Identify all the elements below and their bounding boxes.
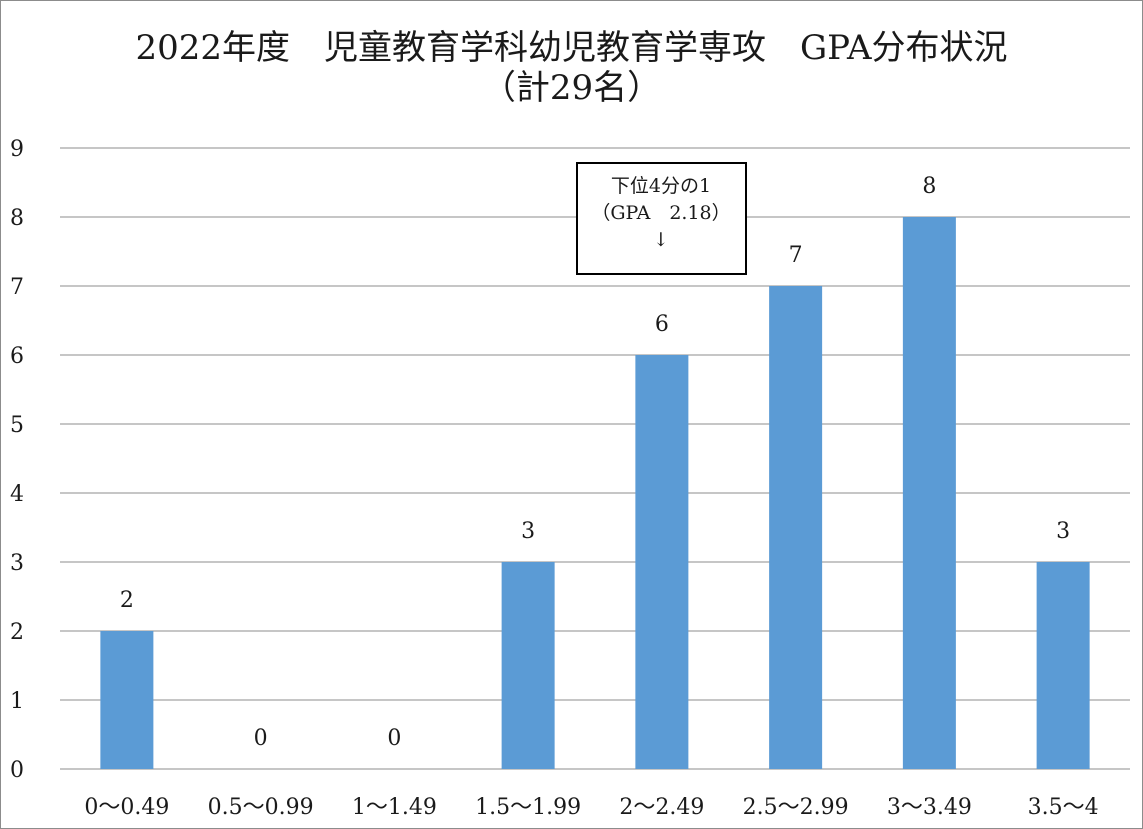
x-category-3: 1.5～1.99 xyxy=(475,795,581,820)
bar-5 xyxy=(769,286,823,769)
bar-6 xyxy=(902,217,956,769)
data-label-3: 3 xyxy=(521,519,535,544)
chart-title-line-1: 2022年度 児童教育学科幼児教育学専攻 GPA分布状況 xyxy=(135,28,1008,68)
annotation-line-2: （GPA 2.18） xyxy=(591,202,730,224)
x-category-4: 2～2.49 xyxy=(619,795,704,820)
y-tick-0: 0 xyxy=(10,758,24,783)
y-tick-2: 2 xyxy=(10,620,24,645)
bar-0 xyxy=(100,631,154,769)
annotation-arrow: ↓ xyxy=(653,229,669,251)
data-labels: 2 0 0 3 6 7 8 3 xyxy=(120,174,1070,751)
y-tick-6: 6 xyxy=(10,344,24,369)
y-tick-7: 7 xyxy=(10,275,24,300)
x-category-5: 2.5～2.99 xyxy=(743,795,849,820)
bar-7 xyxy=(1036,562,1090,769)
data-label-2: 0 xyxy=(387,726,401,751)
annotation-line-1: 下位4分の1 xyxy=(611,175,711,197)
data-label-0: 2 xyxy=(120,588,134,613)
chart-title-line-2: （計29名） xyxy=(481,68,662,108)
y-tick-3: 3 xyxy=(10,551,24,576)
y-tick-9: 9 xyxy=(10,137,24,162)
data-label-6: 8 xyxy=(922,174,936,199)
y-tick-1: 1 xyxy=(10,689,24,714)
x-category-7: 3.5～4 xyxy=(1028,795,1099,820)
y-tick-8: 8 xyxy=(10,206,24,231)
data-label-5: 7 xyxy=(789,243,803,268)
bars xyxy=(100,217,1090,769)
x-category-0: 0～0.49 xyxy=(84,795,169,820)
bar-4 xyxy=(635,355,689,769)
annotation-box: 下位4分の1 （GPA 2.18） ↓ xyxy=(576,162,747,275)
x-category-1: 0.5～0.99 xyxy=(208,795,314,820)
y-tick-5: 5 xyxy=(10,413,24,438)
bar-3 xyxy=(501,562,555,769)
chart-title: 2022年度 児童教育学科幼児教育学専攻 GPA分布状況 （計29名） xyxy=(0,28,1143,108)
y-axis-ticks: 0 1 2 3 4 5 6 7 8 9 xyxy=(10,137,24,783)
x-category-2: 1～1.49 xyxy=(352,795,437,820)
data-label-7: 3 xyxy=(1056,519,1070,544)
data-label-4: 6 xyxy=(655,312,669,337)
x-axis-categories: 0～0.49 0.5～0.99 1～1.49 1.5～1.99 2～2.49 2.5～2.… xyxy=(84,795,1098,820)
annotation-border xyxy=(576,162,747,275)
y-tick-4: 4 xyxy=(10,482,24,507)
x-category-6: 3～3.49 xyxy=(887,795,972,820)
data-label-1: 0 xyxy=(254,726,268,751)
